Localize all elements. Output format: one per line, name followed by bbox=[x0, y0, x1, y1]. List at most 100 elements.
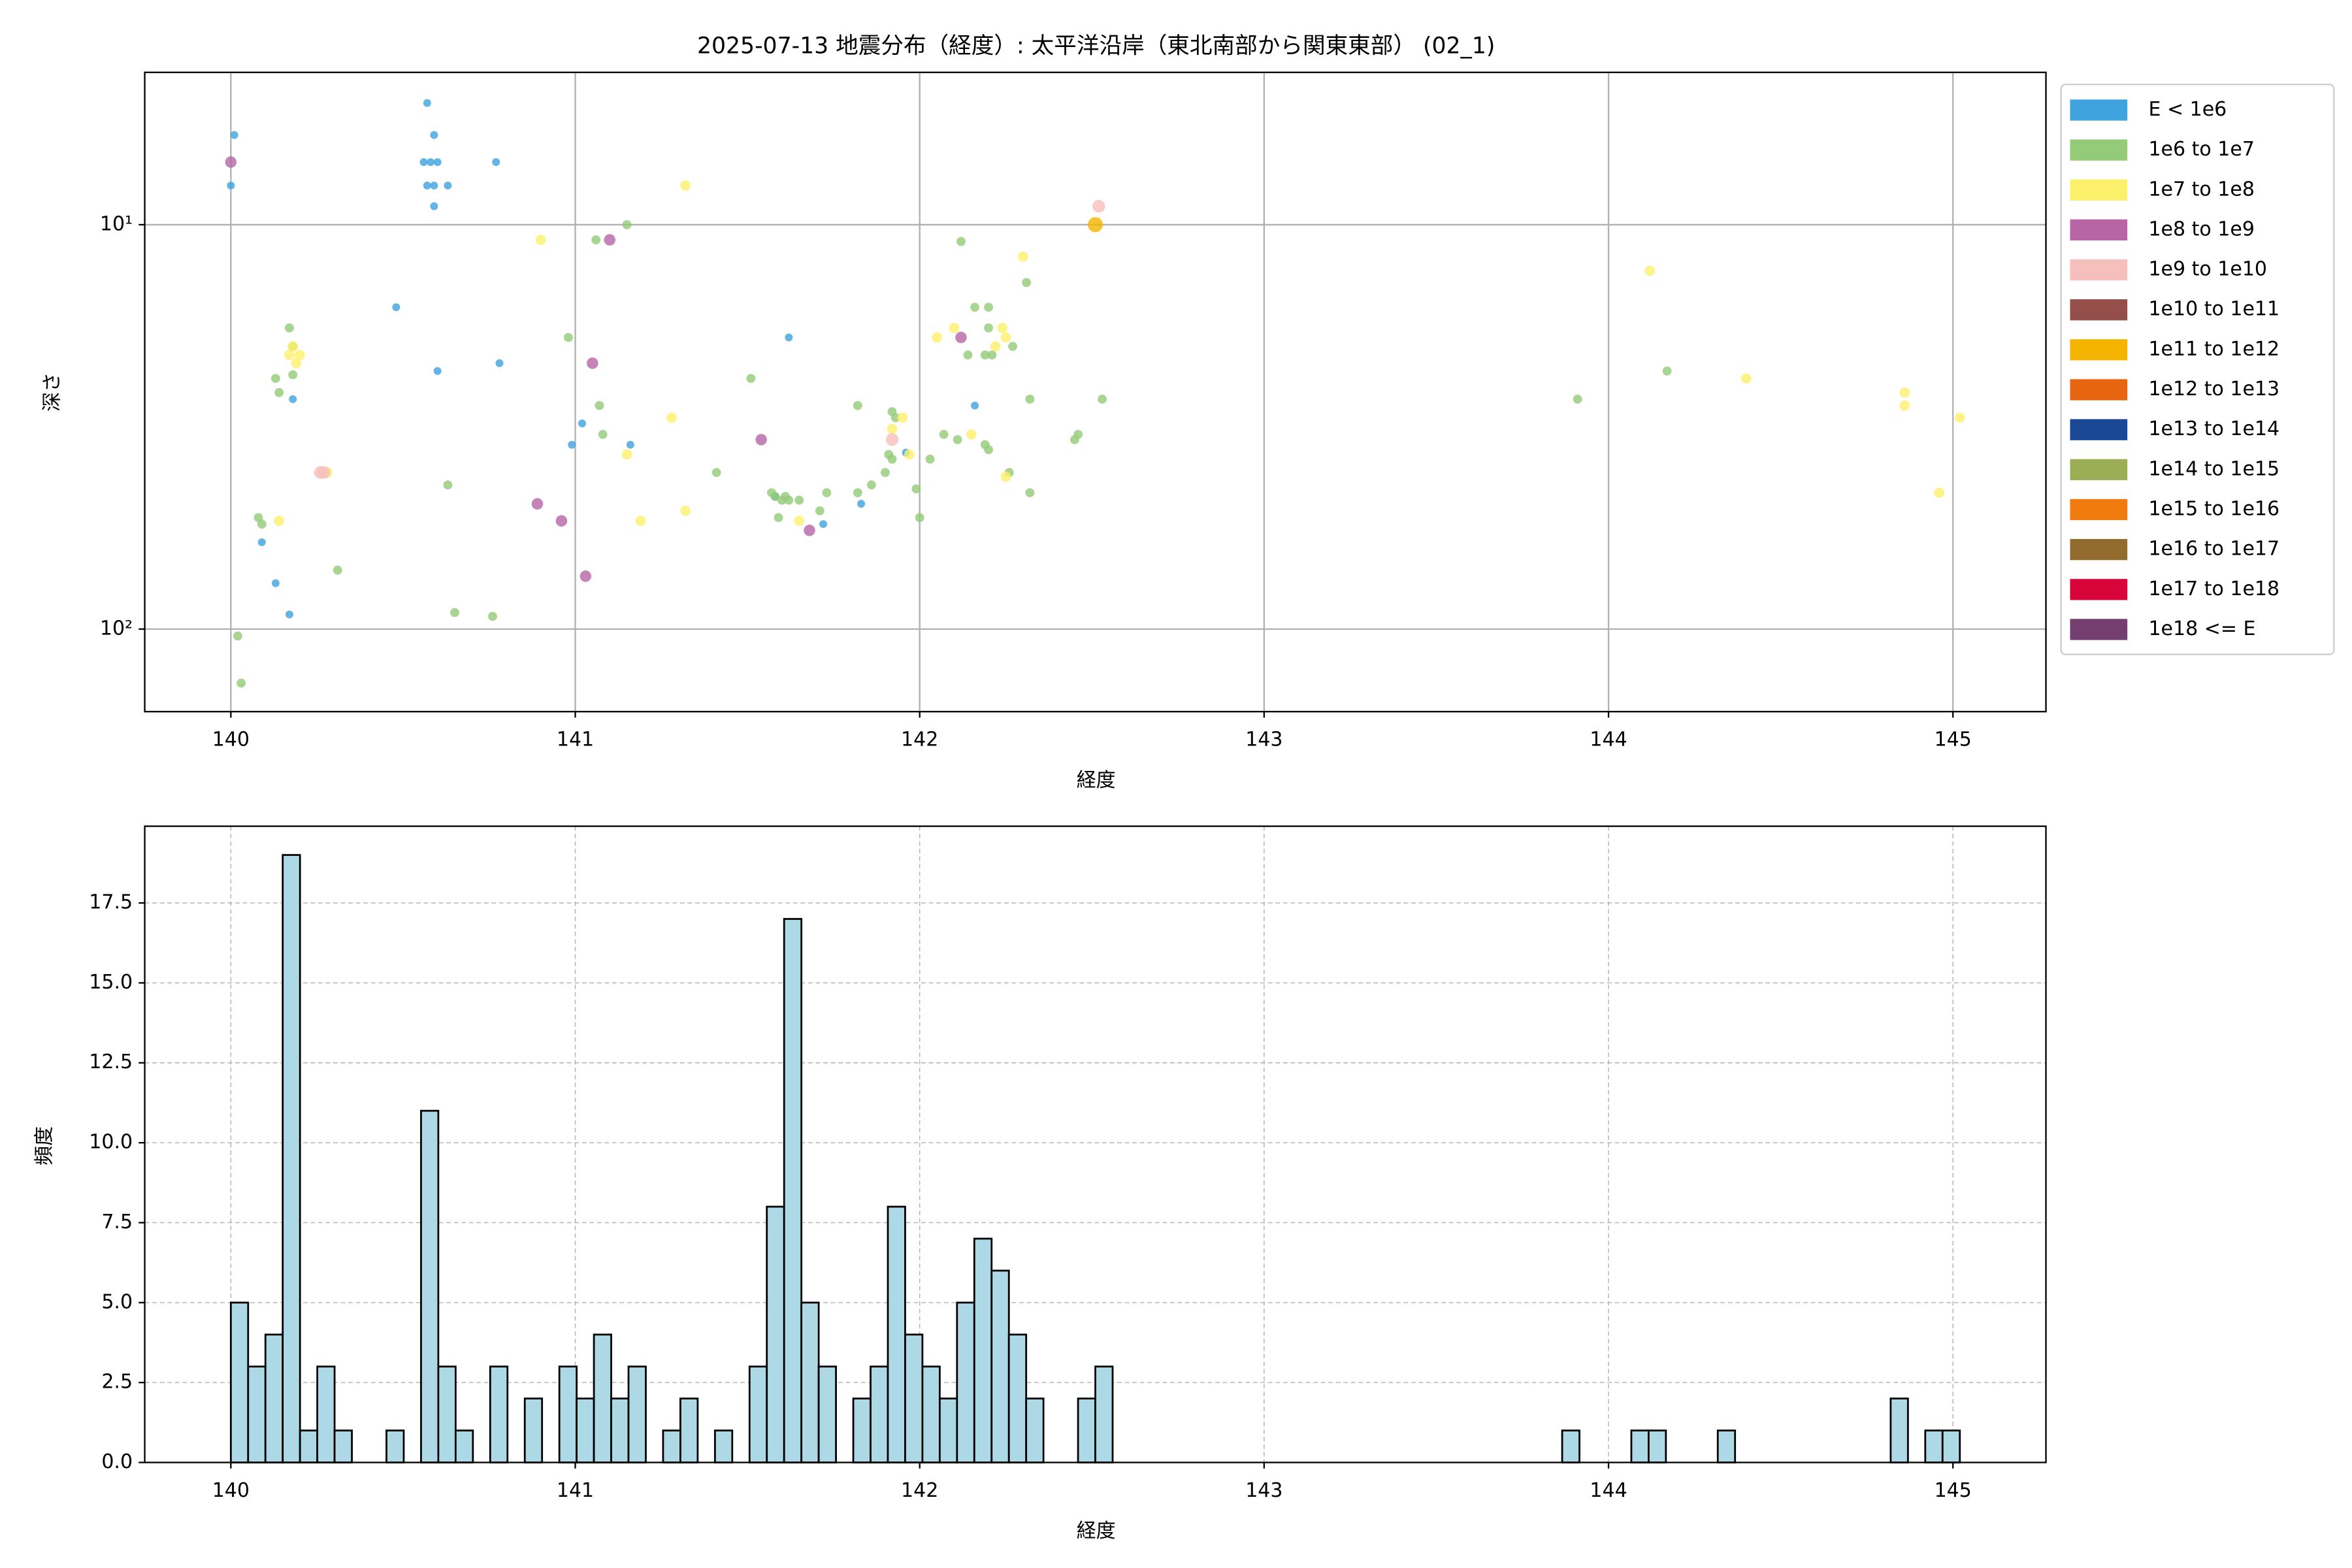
scatter-point bbox=[822, 488, 832, 498]
histogram-bar bbox=[921, 1365, 941, 1463]
scatter-point bbox=[1092, 199, 1105, 213]
scatter-point bbox=[578, 419, 587, 428]
scatter-point bbox=[1073, 429, 1083, 439]
scatter-point bbox=[1741, 373, 1752, 384]
legend-swatch bbox=[2070, 339, 2128, 361]
histogram-bar bbox=[1889, 1397, 1909, 1463]
scatter-point bbox=[433, 367, 442, 375]
scatter-point bbox=[225, 156, 237, 168]
scatter-point bbox=[595, 400, 604, 410]
scatter-point bbox=[274, 387, 284, 397]
scatter-point bbox=[233, 631, 242, 641]
histogram-bar bbox=[817, 1365, 837, 1463]
legend-swatch bbox=[2070, 179, 2128, 201]
scatter-point bbox=[932, 332, 942, 343]
scatter-point bbox=[289, 395, 297, 403]
scatter-point bbox=[853, 400, 862, 410]
plot-frame bbox=[144, 71, 2047, 713]
legend-swatch bbox=[2070, 259, 2128, 281]
scatter-point bbox=[495, 359, 504, 367]
histogram-bar bbox=[973, 1237, 993, 1463]
legend-label: 1e7 to 1e8 bbox=[2148, 178, 2254, 201]
histogram-bar bbox=[610, 1397, 630, 1463]
histogram-bar bbox=[956, 1301, 975, 1463]
scatter-point bbox=[433, 158, 442, 167]
scatter-point bbox=[711, 468, 721, 478]
scatter-point bbox=[488, 612, 497, 621]
legend-swatch bbox=[2070, 419, 2128, 440]
histogram-bar bbox=[299, 1429, 319, 1463]
histogram-bar bbox=[316, 1365, 336, 1463]
scatter-point bbox=[990, 341, 1001, 352]
histogram-bar bbox=[766, 1205, 785, 1463]
scatter-point bbox=[857, 500, 866, 508]
y-axis-label: 頻度 bbox=[33, 1126, 56, 1166]
histogram-bar bbox=[593, 1333, 612, 1463]
scatter-point bbox=[804, 525, 815, 536]
scatter-point bbox=[591, 235, 601, 245]
scatter-point bbox=[287, 341, 299, 352]
y-tick-label: 17.5 bbox=[89, 891, 133, 914]
histogram-bar bbox=[938, 1397, 958, 1463]
scatter-point bbox=[770, 492, 780, 501]
histogram-bar bbox=[264, 1333, 284, 1463]
scatter-point bbox=[555, 515, 568, 527]
scatter-point bbox=[1025, 395, 1035, 404]
scatter-point bbox=[333, 565, 342, 575]
scatter-point bbox=[953, 434, 962, 444]
legend-label: E < 1e6 bbox=[2148, 98, 2227, 121]
legend-swatch bbox=[2070, 219, 2128, 241]
x-tick-label: 140 bbox=[212, 1479, 250, 1502]
scatter-point bbox=[1644, 265, 1656, 276]
scatter-point bbox=[427, 158, 435, 167]
scatter-point bbox=[815, 506, 825, 515]
scatter-point bbox=[887, 454, 897, 464]
scatter-point bbox=[257, 538, 266, 547]
histogram-bar bbox=[1094, 1365, 1114, 1463]
y-tick-label: 2.5 bbox=[101, 1371, 133, 1394]
histogram-bar bbox=[1007, 1333, 1028, 1463]
y-tick-label: 12.5 bbox=[89, 1051, 133, 1073]
x-tick-label: 140 bbox=[212, 728, 250, 751]
scatter-point bbox=[564, 333, 573, 342]
histogram-bar bbox=[437, 1365, 457, 1463]
histogram-bar bbox=[662, 1429, 681, 1463]
plot-frame bbox=[144, 825, 2047, 1463]
histogram-bar bbox=[333, 1429, 353, 1463]
scatter-point bbox=[866, 480, 876, 490]
histogram-bar bbox=[523, 1397, 544, 1463]
x-tick-label: 143 bbox=[1245, 728, 1282, 751]
scatter-point bbox=[598, 429, 608, 439]
x-tick-label: 145 bbox=[1935, 1479, 1972, 1502]
scatter-point bbox=[291, 358, 302, 368]
scatter-point bbox=[419, 158, 428, 167]
scatter-point bbox=[531, 498, 544, 510]
chart-title: 2025-07-13 地震分布（経度）: 太平洋沿岸（東北南部から関東東部） (… bbox=[697, 33, 1495, 59]
scatter-point bbox=[274, 515, 284, 527]
scatter-point bbox=[925, 454, 935, 464]
scatter-point bbox=[604, 234, 615, 246]
x-tick-label: 141 bbox=[557, 1479, 594, 1502]
scatter-point bbox=[1017, 252, 1028, 262]
histogram-bar bbox=[385, 1429, 405, 1463]
legend-swatch bbox=[2070, 539, 2128, 561]
scatter-point bbox=[443, 480, 453, 490]
legend-swatch bbox=[2070, 139, 2128, 161]
scatter-point bbox=[997, 323, 1008, 333]
x-tick-label: 142 bbox=[901, 1479, 938, 1502]
scatter-point bbox=[237, 678, 246, 688]
scatter-point bbox=[984, 302, 994, 312]
scatter-point bbox=[1000, 332, 1011, 343]
scatter-point bbox=[492, 158, 500, 167]
histogram-bar bbox=[282, 854, 301, 1463]
scatter-point bbox=[915, 513, 924, 523]
scatter-point bbox=[423, 181, 431, 189]
scatter-point bbox=[317, 466, 331, 479]
scatter-point bbox=[1022, 278, 1032, 287]
legend-label: 1e12 to 1e13 bbox=[2148, 378, 2279, 400]
scatter-point bbox=[450, 608, 459, 617]
scatter-point bbox=[755, 434, 767, 446]
legend-label: 1e15 to 1e16 bbox=[2148, 498, 2279, 521]
histogram-bar bbox=[489, 1365, 509, 1463]
